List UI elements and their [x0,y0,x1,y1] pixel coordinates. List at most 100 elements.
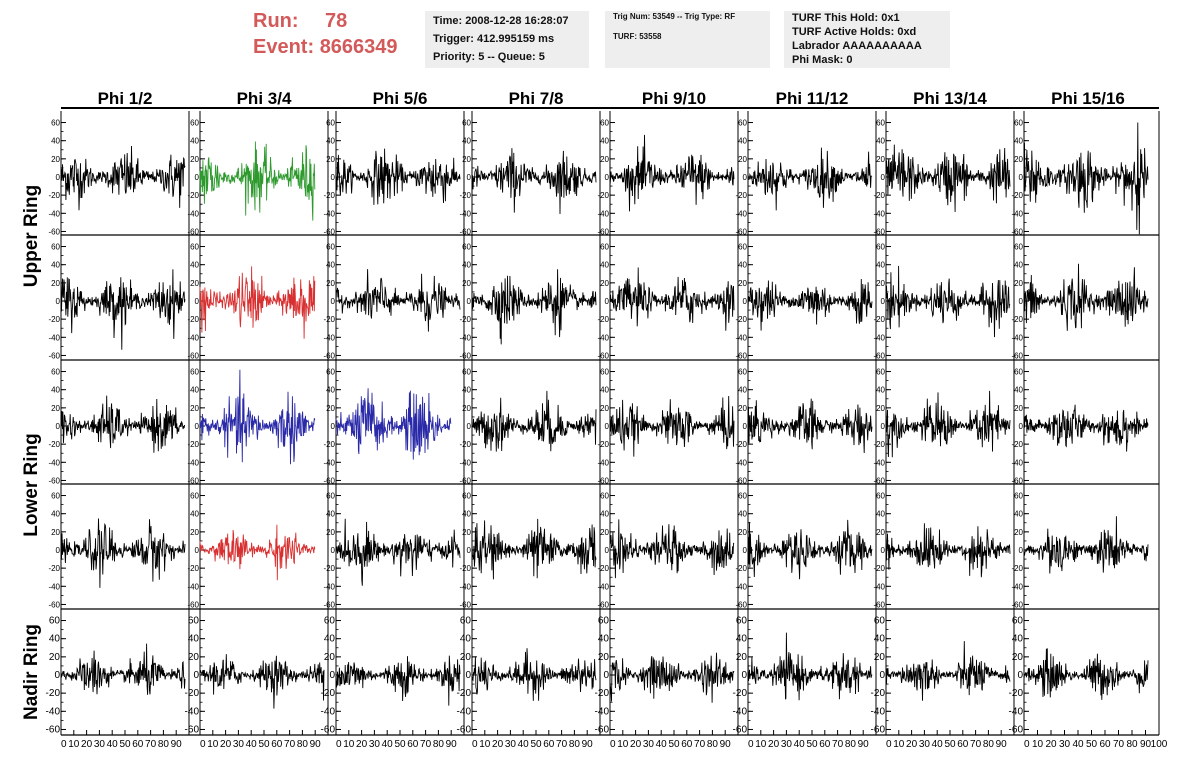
y-tick-label: -60 [597,351,609,360]
y-tick-label: -20 [597,564,609,573]
x-tick-label: 20 [220,739,232,750]
y-tick-label: 40 [736,634,748,645]
x-tick-label: 0 [1024,739,1030,750]
waveform-trace [471,648,597,701]
turf-info-box: TURF This Hold: 0x1 TURF Active Holds: 0… [784,11,950,68]
y-tick-label: 40 [738,261,747,270]
waveform-trace [747,147,873,211]
y-tick-label: -40 [459,582,471,591]
x-tick-label: 80 [1126,739,1138,750]
y-tick-label: 40 [51,510,60,519]
y-tick-label: -40 [871,706,886,717]
y-tick-label: 0 [743,546,748,555]
y-tick-label: -60 [873,351,885,360]
y-tick-label: 20 [1014,279,1023,288]
y-tick-label: -40 [873,582,885,591]
y-tick-label: 60 [324,616,336,627]
waveform-trace [747,398,873,454]
y-tick-label: -20 [735,440,747,449]
y-tick-label: -60 [323,476,335,485]
y-tick-label: -40 [323,582,335,591]
y-tick-label: 20 [190,528,199,537]
y-tick-label: 0 [54,670,60,681]
y-tick-label: -40 [48,209,60,218]
y-tick-label: 20 [190,279,199,288]
y-tick-label: -60 [873,476,885,485]
y-tick-label: -40 [48,458,60,467]
y-tick-label: 20 [326,279,335,288]
y-tick-label: -60 [597,476,609,485]
x-tick-label: 20 [356,739,368,750]
x-tick-label: 50 [1086,739,1098,750]
trig-info-box: Trig Num: 53549 -- Trig Type: RF TURF: 5… [605,11,770,68]
y-tick-label: 0 [743,173,748,182]
y-tick-label: 0 [605,422,610,431]
y-tick-label: 0 [1017,670,1023,681]
y-tick-label: -40 [323,458,335,467]
labrador-text: Labrador AAAAAAAAAA [792,40,922,52]
y-tick-label: 0 [467,422,472,431]
x-tick-label: 30 [94,739,106,750]
x-tick-label: 10 [207,739,219,750]
x-tick-label: 90 [171,739,183,750]
y-tick-label: 40 [190,510,199,519]
y-tick-label: -20 [873,315,885,324]
y-tick-label: -40 [323,333,335,342]
y-tick-label: 40 [462,510,471,519]
y-tick-label: 40 [49,634,61,645]
y-tick-label: -40 [1009,706,1024,717]
y-tick-label: 60 [49,616,61,627]
y-tick-label: 60 [460,616,472,627]
y-tick-label: 60 [738,368,747,377]
y-tick-label: -40 [735,333,747,342]
y-tick-label: -60 [48,476,60,485]
y-tick-label: -40 [873,333,885,342]
y-tick-label: 0 [881,546,886,555]
y-tick-label: -20 [459,315,471,324]
y-tick-label: -60 [873,600,885,609]
y-tick-label: -20 [187,440,199,449]
column-header-3: Phi 5/6 [373,89,428,108]
y-tick-label: -60 [323,351,335,360]
x-tick-label: 40 [518,739,530,750]
y-tick-label: 40 [462,137,471,146]
y-tick-label: 20 [190,404,199,413]
y-tick-label: 60 [51,492,60,501]
y-tick-label: 0 [879,670,885,681]
x-tick-label: 70 [420,739,432,750]
y-tick-label: -20 [1009,688,1024,699]
x-tick-label: 90 [1140,739,1152,750]
y-tick-label: 0 [1019,297,1024,306]
y-tick-label: 40 [876,137,885,146]
x-tick-label: 90 [996,739,1008,750]
x-tick-label: 10 [68,739,80,750]
y-tick-label: -40 [597,209,609,218]
x-tick-label: 0 [61,739,67,750]
x-tick-label: 60 [543,739,555,750]
y-tick-label: 60 [1014,243,1023,252]
y-tick-label: 60 [462,243,471,252]
y-tick-label: 60 [51,368,60,377]
column-header-7: Phi 13/14 [913,89,987,108]
x-tick-label: 80 [983,739,995,750]
y-tick-label: -20 [187,315,199,324]
waveform-trace [60,395,185,453]
x-tick-label: 0 [886,739,892,750]
y-tick-label: 40 [1014,137,1023,146]
y-tick-label: -60 [323,600,335,609]
waveform-trace [885,265,1011,338]
y-tick-label: -40 [873,458,885,467]
y-tick-label: 40 [1014,510,1023,519]
y-tick-label: -40 [459,458,471,467]
y-tick-label: 40 [1014,386,1023,395]
x-tick-label: 70 [694,739,706,750]
y-tick-label: 40 [324,634,336,645]
y-tick-label: -60 [735,476,747,485]
y-tick-label: 40 [876,261,885,270]
y-tick-label: 60 [876,119,885,128]
y-tick-label: 20 [1014,155,1023,164]
y-tick-label: -40 [1011,209,1023,218]
x-tick-label: 90 [582,739,594,750]
y-tick-label: 20 [738,155,747,164]
y-tick-label: 60 [190,119,199,128]
